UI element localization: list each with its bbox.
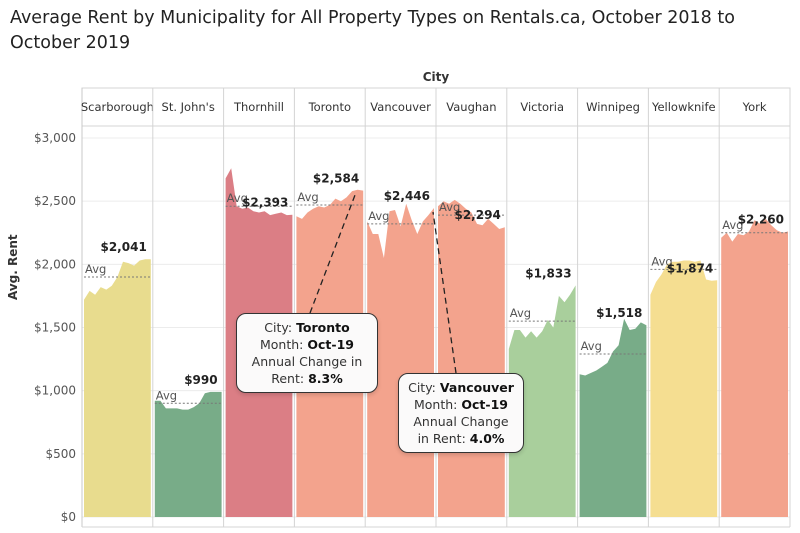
avg-label: Avg — [651, 254, 672, 268]
city-label: Yellowknife — [651, 100, 716, 114]
city-label: Scarborough — [81, 100, 154, 114]
avg-label: Avg — [297, 190, 318, 204]
y-tick-label: $2,500 — [34, 194, 76, 208]
chart-title: Average Rent by Municipality for All Pro… — [10, 8, 735, 53]
city-label: York — [742, 100, 767, 114]
tooltip-toronto: City: Toronto Month: Oct-19 Annual Chang… — [236, 313, 378, 393]
city-label: Winnipeg — [586, 100, 640, 114]
last-value-label: $2,393 — [242, 196, 288, 210]
tooltip-month-value: Oct-19 — [307, 337, 354, 352]
city-label: Vancouver — [370, 100, 431, 114]
tooltip-city-value: Toronto — [296, 320, 350, 335]
tooltip-change-value: 4.0% — [469, 431, 505, 446]
tooltip-change-label-2: Rent: — [271, 371, 305, 386]
y-tick-label: $500 — [45, 447, 76, 461]
last-value-label: $990 — [184, 373, 217, 387]
tooltip-vancouver: City: Vancouver Month: Oct-19 Annual Cha… — [398, 373, 524, 453]
y-tick-label: $3,000 — [34, 131, 76, 145]
tooltip-change-label: Annual Change — [413, 414, 509, 429]
tooltip-month-label: Month: — [414, 397, 458, 412]
y-tick-label: $1,500 — [34, 321, 76, 335]
city-label: Vaughan — [446, 100, 496, 114]
tooltip-month-value: Oct-19 — [461, 397, 508, 412]
y-tick-label: $1,000 — [34, 384, 76, 398]
avg-label: Avg — [85, 262, 106, 276]
city-label: Toronto — [308, 100, 351, 114]
tooltip-leader-vancouver — [432, 211, 457, 374]
last-value-label: $2,294 — [454, 208, 500, 222]
column-header: City — [422, 70, 450, 84]
last-value-label: $1,518 — [596, 306, 642, 320]
avg-label: Avg — [722, 218, 743, 232]
avg-label: Avg — [227, 191, 248, 205]
tooltip-city-label: City: — [264, 320, 293, 335]
tooltip-change-label: Annual Change in — [251, 354, 363, 369]
avg-label: Avg — [368, 209, 389, 223]
area-series-yellowknife — [650, 260, 718, 517]
last-value-label: $2,446 — [384, 189, 430, 203]
avg-label: Avg — [510, 306, 531, 320]
tooltip-city-label: City: — [408, 380, 436, 395]
y-tick-label: $2,000 — [34, 257, 76, 271]
y-tick-label: $0 — [61, 510, 76, 524]
last-value-label: $2,584 — [313, 172, 359, 186]
tooltip-city-value: Vancouver — [439, 380, 514, 395]
city-label: Thornhill — [233, 100, 284, 114]
last-value-label: $2,041 — [100, 240, 146, 254]
tooltip-leader-toronto — [309, 194, 356, 314]
area-series-victoria — [508, 285, 576, 517]
city-label: Victoria — [520, 100, 564, 114]
tooltip-change-value: 8.3% — [308, 371, 343, 386]
city-label: St. John's — [162, 100, 215, 114]
area-series-st--john-s — [154, 391, 222, 517]
area-series-vaughan — [438, 199, 505, 517]
tooltip-month-label: Month: — [260, 337, 304, 352]
avg-label: Avg — [581, 339, 602, 353]
avg-label: Avg — [439, 200, 460, 214]
last-value-label: $1,833 — [525, 266, 571, 280]
tooltip-change-label-2: in Rent: — [417, 431, 466, 446]
area-series-winnipeg — [579, 318, 647, 517]
last-value-label: $1,874 — [667, 261, 713, 275]
last-value-label: $2,260 — [738, 212, 784, 226]
area-series-scarborough — [84, 259, 151, 517]
area-series-york — [721, 218, 788, 517]
avg-label: Avg — [156, 388, 177, 402]
